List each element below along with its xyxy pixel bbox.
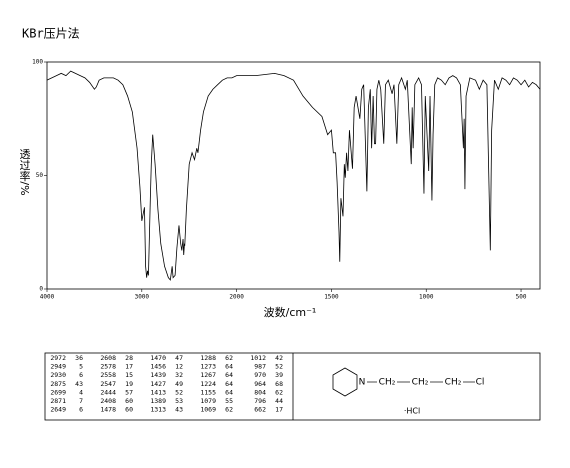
- peak-transmittance: 62: [225, 406, 233, 414]
- peak-wavenumber: 1389: [150, 397, 166, 405]
- peak-transmittance: 32: [175, 371, 183, 379]
- peak-transmittance: 15: [125, 371, 133, 379]
- y-tick-label: 50: [36, 172, 44, 179]
- peak-wavenumber: 2649: [50, 406, 66, 414]
- peak-wavenumber: 2871: [50, 397, 66, 405]
- peak-wavenumber: 1155: [200, 388, 216, 396]
- structure: N CH₂ CH₂ CH₂ Cl ·HCl: [359, 378, 485, 416]
- peak-transmittance: 60: [125, 406, 133, 414]
- peak-transmittance: 62: [225, 354, 233, 362]
- peak-wavenumber: 2578: [100, 363, 116, 371]
- peak-wavenumber: 1273: [200, 363, 216, 371]
- peak-transmittance: 57: [125, 388, 133, 396]
- peak-wavenumber: 662: [254, 406, 266, 414]
- peak-transmittance: 49: [175, 380, 183, 388]
- peak-transmittance: 43: [75, 380, 83, 388]
- peak-wavenumber: 987: [254, 363, 266, 371]
- peak-transmittance: 42: [275, 354, 283, 362]
- peak-wavenumber: 964: [254, 380, 266, 388]
- peak-transmittance: 17: [125, 363, 133, 371]
- peak-transmittance: 17: [275, 406, 283, 414]
- peak-transmittance: 6: [79, 371, 83, 379]
- peak-wavenumber: 2972: [50, 354, 66, 362]
- peak-transmittance: 6: [79, 406, 83, 414]
- peak-wavenumber: 1427: [150, 380, 166, 388]
- peak-transmittance: 4: [79, 388, 83, 396]
- peak-wavenumber: 1079: [200, 397, 216, 405]
- peak-wavenumber: 1267: [200, 371, 216, 379]
- peak-wavenumber: 2608: [100, 354, 116, 362]
- peak-wavenumber: 1478: [100, 406, 116, 414]
- peak-wavenumber: 2699: [50, 388, 66, 396]
- peak-wavenumber: 1313: [150, 406, 166, 414]
- peak-transmittance: 44: [275, 397, 283, 405]
- peak-transmittance: 62: [275, 388, 283, 396]
- peak-transmittance: 7: [79, 397, 83, 405]
- peak-wavenumber: 796: [254, 397, 266, 405]
- chart-title: KBr压片法: [22, 27, 80, 41]
- ring: [332, 367, 358, 397]
- peak-transmittance: 28: [125, 354, 133, 362]
- peak-wavenumber: 1470: [150, 354, 166, 362]
- peak-wavenumber: 1439: [150, 371, 166, 379]
- peak-transmittance: 64: [225, 363, 233, 371]
- x-tick-label: 1500: [324, 294, 339, 301]
- peak-transmittance: 47: [175, 354, 183, 362]
- y-tick-label: 100: [32, 59, 43, 66]
- atom-label: Cl: [476, 378, 485, 388]
- peak-wavenumber: 2408: [100, 397, 116, 405]
- peak-wavenumber: 2930: [50, 371, 66, 379]
- peak-transmittance: 5: [79, 363, 83, 371]
- spectrum: [46, 70, 541, 281]
- peak-transmittance: 55: [225, 397, 233, 405]
- peak-wavenumber: 2547: [100, 380, 116, 388]
- peak-wavenumber: 1069: [200, 406, 216, 414]
- peak-wavenumber: 1413: [150, 388, 166, 396]
- y-axis-label: 透过率/%: [18, 148, 31, 195]
- peak-transmittance: 68: [275, 380, 283, 388]
- peak-transmittance: 53: [175, 397, 183, 405]
- atom-label: N: [359, 378, 366, 388]
- table-frame: [44, 352, 541, 421]
- peak-wavenumber: 804: [254, 388, 266, 396]
- peak-wavenumber: 1288: [200, 354, 216, 362]
- peak-wavenumber: 2949: [50, 363, 66, 371]
- x-tick-label: 500: [516, 294, 527, 301]
- peak-transmittance: 43: [175, 406, 183, 414]
- peak-transmittance: 12: [175, 363, 183, 371]
- x-tick-label: 1000: [419, 294, 434, 301]
- peak-wavenumber: 2444: [100, 388, 116, 396]
- atom-label: CH₂: [412, 378, 429, 388]
- peak-wavenumber: 2875: [50, 380, 66, 388]
- peak-wavenumber: 970: [254, 371, 266, 379]
- peak-transmittance: 64: [225, 388, 233, 396]
- peak-wavenumber: 1012: [250, 354, 266, 362]
- atom-label: CH₂: [445, 378, 462, 388]
- peak-transmittance: 19: [125, 380, 133, 388]
- peak-transmittance: 36: [75, 354, 83, 362]
- peak-wavenumber: 1224: [200, 380, 216, 388]
- peak-transmittance: 52: [175, 388, 183, 396]
- peak-transmittance: 60: [125, 397, 133, 405]
- salt-label: ·HCl: [404, 407, 420, 416]
- x-tick-label: 2000: [229, 294, 244, 301]
- x-tick-label: 4000: [40, 294, 55, 301]
- peak-wavenumber: 2558: [100, 371, 116, 379]
- atom-label: CH₂: [379, 378, 396, 388]
- peak-transmittance: 52: [275, 363, 283, 371]
- peak-transmittance: 64: [225, 371, 233, 379]
- peak-transmittance: 64: [225, 380, 233, 388]
- peak-wavenumber: 1456: [150, 363, 166, 371]
- x-axis-label: 波数/cm⁻¹: [264, 306, 317, 319]
- x-tick-label: 3000: [135, 294, 150, 301]
- y-tick-label: 0: [39, 286, 43, 293]
- peak-transmittance: 39: [275, 371, 283, 379]
